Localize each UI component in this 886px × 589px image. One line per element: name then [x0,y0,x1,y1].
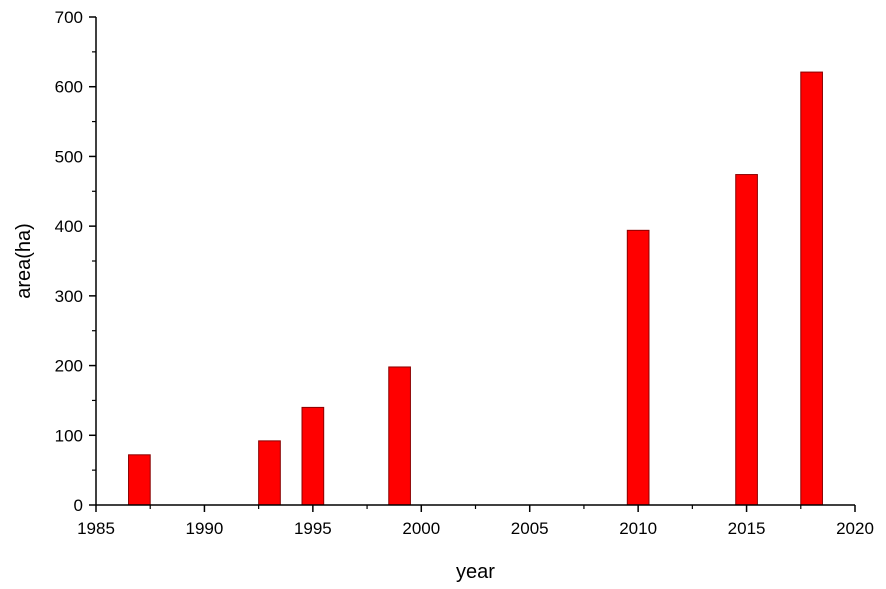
y-axis-label: area(ha) [13,223,35,299]
y-ticks-group: 0 100 200 300 400 500 600 700 [55,8,96,515]
y-tick-label: 400 [55,217,83,236]
y-tick-label: 500 [55,147,83,166]
x-tick-label: 1985 [77,519,115,538]
bar-2015 [735,174,758,506]
bar-1987 [128,454,151,506]
y-tick-label: 700 [55,8,83,27]
x-tick-label: 2005 [511,519,549,538]
bar-1993 [258,440,281,506]
bar-1995 [301,406,325,506]
bar-2010 [626,229,650,506]
y-tick-label: 300 [55,287,83,306]
x-tick-label: 2015 [728,519,766,538]
x-tick-label: 2000 [402,519,440,538]
y-tick-label: 0 [74,496,83,515]
x-tick-label: 1995 [294,519,332,538]
x-axis-label: year [456,561,495,583]
y-tick-label: 200 [55,357,83,376]
x-ticks-group: 1985 1990 1995 2000 2005 2010 2015 2020 [77,505,874,538]
y-tick-label: 600 [55,78,83,97]
bar-1999 [388,366,411,506]
x-tick-label: 2020 [836,519,874,538]
bars-group [128,71,823,506]
y-tick-label: 100 [55,426,83,445]
x-tick-label: 1990 [186,519,224,538]
x-tick-label: 2010 [619,519,657,538]
bar-2018 [800,71,823,506]
